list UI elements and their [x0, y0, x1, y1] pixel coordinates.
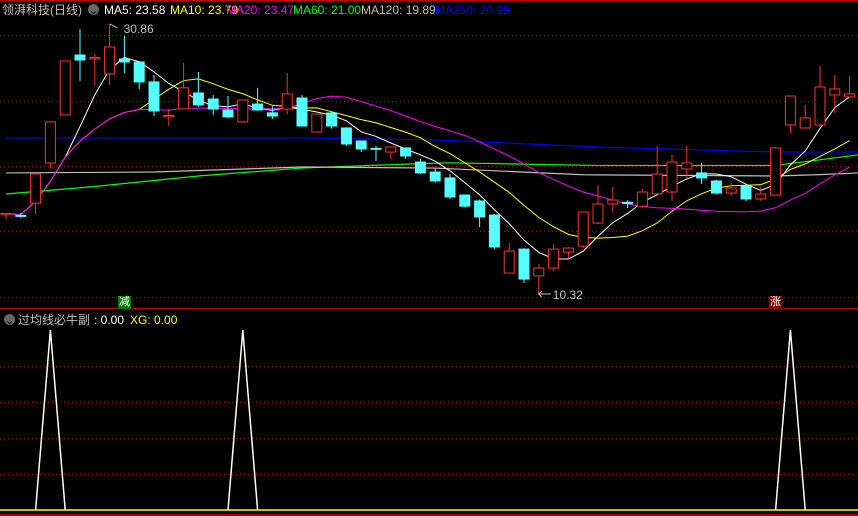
candle-body [725, 187, 737, 194]
indicator-title: 过均线必牛副 [18, 313, 91, 327]
indicator-value: : 0.00 [94, 313, 125, 327]
candle-body [533, 267, 545, 277]
ma10-label: MA10: 23.79 [170, 3, 239, 17]
candle-body [518, 248, 530, 280]
low-price-label: 10.32 [553, 288, 583, 302]
candle-body [266, 112, 278, 117]
marker-up: 涨 [769, 296, 782, 309]
candle-body [296, 97, 308, 127]
candle-body [710, 180, 722, 194]
candle-body [207, 98, 219, 110]
candle-body [326, 112, 338, 127]
signal-spike [227, 329, 259, 511]
candle-body [622, 201, 634, 205]
indicator-header: ⌄ 过均线必牛副 : 0.00 XG: 0.00 [0, 310, 858, 330]
candle-body [400, 147, 412, 157]
ma60-line [5, 154, 858, 195]
ma250-line [6, 137, 858, 153]
marker-down: 减 [118, 296, 131, 309]
candle-body [740, 185, 752, 200]
candle-body [237, 99, 249, 123]
high-arrow [109, 23, 118, 29]
candle-body [163, 114, 175, 118]
candle-body [488, 214, 500, 248]
signal-spike [34, 329, 66, 511]
candle-body [755, 193, 767, 200]
candle-body [562, 247, 574, 253]
candle-body [429, 171, 441, 182]
candle-body [178, 87, 190, 110]
candle-body [592, 203, 604, 224]
candle-body [503, 250, 515, 274]
candle-body [89, 57, 101, 60]
ma60-label: MA60: 21.00 [293, 3, 362, 17]
candle-body [770, 147, 782, 196]
candle-body [118, 58, 130, 63]
candle-body [799, 117, 811, 129]
candle-body [133, 61, 145, 83]
candle-body [59, 60, 71, 116]
candle-body [696, 172, 708, 179]
xg-label: XG: 0.00 [130, 313, 178, 327]
candle-body [651, 173, 663, 195]
ma5-line [5, 56, 850, 260]
candle-body [15, 214, 27, 217]
ma20-label: MA20: 23.47 [226, 3, 295, 17]
ma5-label: MA5: 23.58 [104, 3, 166, 17]
candle-body [444, 177, 456, 198]
candle-body [814, 86, 826, 126]
candle-body [666, 161, 678, 193]
candle-body [844, 93, 856, 98]
ma120-line [5, 166, 858, 177]
stock-title: 领湃科技(日线) [2, 3, 82, 17]
candle-body [148, 81, 160, 112]
candle-body [222, 109, 234, 118]
candle-body [44, 121, 56, 164]
chevron-down-circle-icon[interactable]: ⌄ [4, 313, 15, 327]
candle-body [459, 194, 471, 207]
chevron-down-circle-icon[interactable]: ⌄ [88, 3, 99, 17]
ma250-label: MA250: 20.99 [435, 3, 510, 17]
candle-body [784, 95, 796, 126]
low-arrow [537, 290, 551, 298]
candle-body [636, 191, 648, 207]
candle-body [74, 54, 86, 61]
candle-body [474, 200, 486, 218]
candle-body [829, 88, 841, 96]
candle-body [192, 92, 204, 106]
ma10-line [5, 78, 850, 239]
candle-body [104, 46, 116, 75]
candle-body [30, 173, 42, 204]
candle-body [414, 161, 426, 174]
candle-body [577, 211, 589, 247]
candle-body [252, 103, 264, 111]
signal-spike [774, 329, 806, 511]
ma20-line [5, 95, 850, 216]
candle-body [681, 162, 693, 170]
candle-body [607, 199, 619, 205]
candle-body [340, 127, 352, 145]
candle-body [281, 93, 293, 110]
candle-body [548, 248, 560, 269]
candle-body [311, 113, 323, 133]
ma120-label: MA120: 19.89 [361, 3, 436, 17]
candle-body [370, 147, 382, 150]
candle-body [0, 212, 12, 216]
main-chart-header: 领湃科技(日线) ⌄ MA5: 23.58 MA10: 23.79 MA20: … [0, 0, 858, 20]
high-price-label: 30.86 [124, 22, 154, 36]
candle-body [355, 140, 367, 150]
candle-body [385, 146, 397, 153]
